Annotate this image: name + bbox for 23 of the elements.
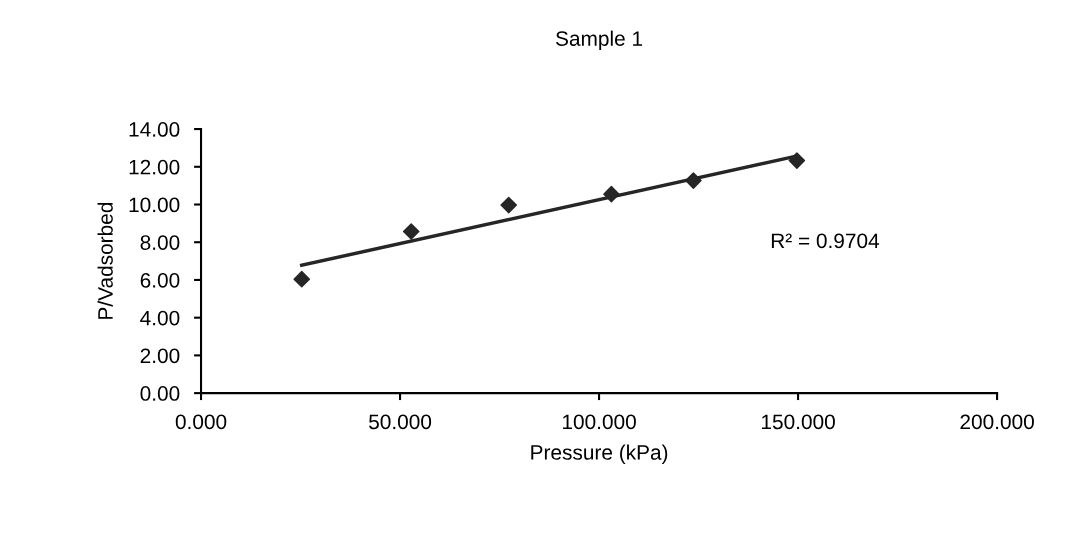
y-tick-label: 4.00 <box>140 310 180 326</box>
x-tick-label: 150.000 <box>762 414 835 430</box>
y-tick-label: 14.00 <box>129 122 180 137</box>
y-tick-label: 8.00 <box>140 235 180 250</box>
x-tick-label: 50.000 <box>369 414 432 430</box>
y-tick-label: 12.00 <box>129 159 180 175</box>
point <box>402 223 420 240</box>
point <box>500 196 518 214</box>
x-axis-title: Pressure (kPa) <box>531 444 668 464</box>
x-tick-label: 200.000 <box>960 414 1034 430</box>
y-tick-label: 6.00 <box>140 272 180 288</box>
chart-title: Sample 1 <box>556 30 643 51</box>
point <box>788 152 806 169</box>
annotation: R² = 0.9704 <box>771 233 880 249</box>
y-axis-title: P/Vadsorbed <box>97 202 113 319</box>
y-tick-label: 2.00 <box>140 348 180 364</box>
x-tick-label: 100.000 <box>563 414 636 430</box>
x-tick-label: 0.000 <box>175 414 227 430</box>
y-tick-label: 10.00 <box>129 197 180 213</box>
point <box>293 270 311 288</box>
y-tick-label: 0.00 <box>140 386 180 401</box>
point <box>685 172 702 189</box>
point <box>603 185 620 203</box>
